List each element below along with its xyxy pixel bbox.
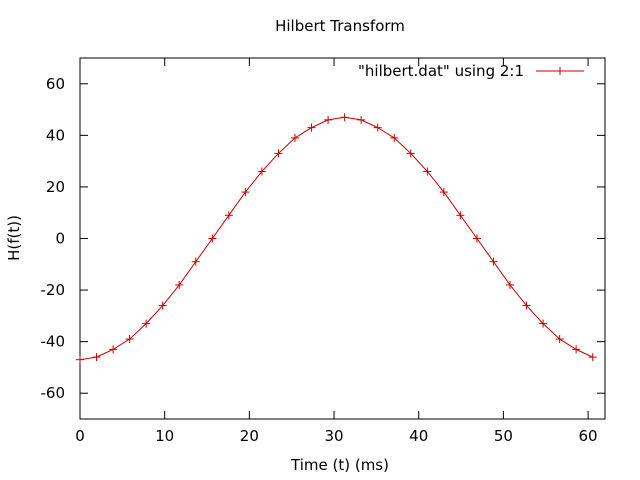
data-point-marker: [76, 355, 84, 364]
y-tick-label: 20: [46, 178, 65, 196]
data-point-marker: [142, 319, 151, 328]
data-point-marker: [257, 167, 266, 176]
y-tick-label: 60: [46, 75, 65, 93]
x-tick-label: 40: [409, 427, 428, 445]
data-point-marker: [588, 353, 597, 362]
y-tick-label: -20: [41, 281, 66, 299]
data-point-marker: [555, 335, 564, 344]
legend-label: "hilbert.dat" using 2:1: [358, 62, 524, 80]
y-tick-label: -60: [41, 384, 66, 402]
data-point-marker: [439, 188, 448, 197]
data-point-marker: [307, 123, 316, 132]
data-point-marker: [406, 149, 415, 158]
legend: "hilbert.dat" using 2:1: [358, 62, 584, 80]
data-point-marker: [390, 133, 399, 142]
data-point-marker: [456, 211, 465, 220]
x-axis-label: Time (t) (ms): [290, 456, 389, 474]
data-point-marker: [522, 301, 531, 310]
data-point-marker: [208, 234, 217, 243]
x-tick-label: 30: [324, 427, 343, 445]
y-tick-label: -40: [41, 333, 66, 351]
data-point-marker: [340, 113, 349, 122]
x-axis-ticks: 0 10 20 30 40 50 60: [75, 58, 598, 445]
data-point-marker: [92, 353, 101, 362]
series-line: [79, 116, 593, 361]
data-point-marker: [125, 335, 134, 344]
data-point-marker: [290, 133, 299, 142]
chart-title: Hilbert Transform: [275, 17, 405, 35]
data-point-marker: [357, 115, 366, 124]
data-point-marker: [191, 257, 200, 266]
series-layer: [76, 113, 597, 364]
plot-frame: [79, 57, 606, 420]
x-tick-label: 10: [155, 427, 174, 445]
data-point-marker: [505, 280, 514, 289]
legend-marker-sample: [556, 67, 564, 75]
data-point-marker: [373, 123, 382, 132]
data-point-marker: [109, 345, 118, 354]
data-point-marker: [423, 167, 432, 176]
y-tick-label: 40: [46, 126, 65, 144]
data-point-marker: [274, 149, 283, 158]
data-point-marker: [539, 319, 548, 328]
data-point-marker: [175, 280, 184, 289]
data-point-marker: [158, 301, 167, 310]
data-point-marker: [472, 234, 481, 243]
x-tick-label: 0: [75, 427, 85, 445]
data-point-marker: [241, 188, 250, 197]
y-axis-label: H(f(t)): [5, 215, 23, 261]
data-point-marker: [324, 115, 333, 124]
x-tick-label: 50: [494, 427, 513, 445]
x-tick-label: 60: [579, 427, 598, 445]
y-tick-label: 0: [55, 230, 65, 248]
x-tick-label: 20: [240, 427, 259, 445]
data-point-marker: [572, 345, 581, 354]
data-point-marker: [224, 211, 233, 220]
data-point-marker: [489, 257, 498, 266]
y-axis-ticks: -60 -40 -20 0 20 40 60: [41, 75, 605, 402]
